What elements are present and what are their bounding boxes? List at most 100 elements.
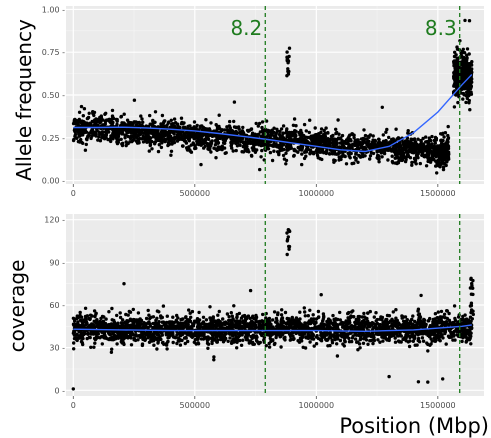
data-point xyxy=(235,144,240,148)
data-point xyxy=(194,132,198,137)
data-point xyxy=(311,333,315,337)
x-tick-label: 1500000 xyxy=(420,401,456,410)
data-point xyxy=(331,313,335,318)
data-point xyxy=(214,156,218,160)
data-point xyxy=(344,335,349,339)
data-point xyxy=(363,133,368,138)
panel-0: 8.2 8.30.00 -0.25 -0.50 -0.75 -1.00 -0 500… xyxy=(42,5,484,198)
data-point xyxy=(191,322,195,326)
data-point xyxy=(225,312,230,316)
data-point xyxy=(232,130,237,135)
data-point xyxy=(223,128,227,132)
data-point xyxy=(414,147,418,152)
data-point xyxy=(399,334,403,338)
data-point xyxy=(368,309,372,314)
data-point xyxy=(124,128,128,132)
data-point xyxy=(100,130,105,135)
data-point xyxy=(433,312,438,316)
data-point xyxy=(94,311,98,315)
data-point xyxy=(136,338,140,342)
data-point xyxy=(274,335,278,340)
data-point xyxy=(341,324,345,328)
data-point xyxy=(425,144,430,149)
data-point xyxy=(352,155,357,159)
data-point xyxy=(77,329,81,334)
data-point xyxy=(285,252,289,257)
data-point xyxy=(137,333,141,338)
data-point xyxy=(196,341,200,345)
data-point xyxy=(98,115,102,120)
data-point xyxy=(363,154,367,158)
data-point xyxy=(393,323,397,327)
data-point xyxy=(136,137,140,141)
data-point xyxy=(186,339,190,344)
data-point xyxy=(199,337,204,341)
data-point xyxy=(282,136,286,140)
data-point xyxy=(229,140,233,145)
data-point xyxy=(310,320,314,324)
data-point xyxy=(268,336,272,341)
data-point xyxy=(356,317,360,322)
data-point xyxy=(82,107,87,111)
data-point xyxy=(209,121,213,125)
data-point xyxy=(107,117,112,122)
data-point xyxy=(284,325,288,329)
data-point xyxy=(224,136,228,141)
data-point xyxy=(370,321,374,325)
data-point xyxy=(412,144,416,148)
data-point xyxy=(400,158,404,163)
data-point xyxy=(120,338,124,342)
data-point xyxy=(103,122,108,126)
data-point xyxy=(216,313,220,317)
data-point xyxy=(78,310,82,315)
data-point xyxy=(274,132,278,136)
data-point xyxy=(159,145,164,150)
data-point xyxy=(115,140,119,144)
data-point xyxy=(223,330,227,335)
data-point xyxy=(294,323,298,327)
data-point xyxy=(365,326,369,330)
data-point xyxy=(309,137,313,141)
data-point xyxy=(311,317,316,322)
data-point xyxy=(72,121,76,125)
data-point xyxy=(335,342,339,346)
data-point xyxy=(453,316,457,321)
data-point xyxy=(240,131,244,136)
data-point xyxy=(360,323,364,327)
data-point xyxy=(84,142,89,147)
data-point xyxy=(169,118,173,123)
data-point xyxy=(390,138,395,142)
data-point xyxy=(398,326,402,330)
data-point xyxy=(405,150,409,154)
data-point xyxy=(197,310,201,315)
data-point xyxy=(364,335,368,339)
data-point xyxy=(231,149,235,153)
data-point xyxy=(296,150,300,154)
data-point xyxy=(171,323,175,327)
data-point xyxy=(226,321,230,326)
data-point xyxy=(279,313,284,317)
data-point xyxy=(330,338,334,343)
data-point xyxy=(426,342,430,347)
data-point xyxy=(143,131,147,135)
data-point xyxy=(95,320,100,324)
data-point xyxy=(202,330,206,334)
data-point xyxy=(253,323,257,327)
data-point xyxy=(290,130,294,135)
data-point xyxy=(351,315,356,319)
data-point xyxy=(203,126,207,131)
data-point xyxy=(429,342,433,346)
data-point xyxy=(110,347,114,351)
data-point xyxy=(273,341,277,346)
data-point xyxy=(304,138,308,143)
data-point xyxy=(342,344,346,348)
data-point xyxy=(460,339,464,344)
data-point xyxy=(374,311,378,315)
data-point xyxy=(425,331,430,335)
data-point xyxy=(324,126,328,130)
data-point xyxy=(80,336,84,340)
data-point xyxy=(204,118,208,122)
data-point xyxy=(110,108,115,113)
data-point xyxy=(300,152,304,156)
data-point xyxy=(343,339,347,343)
